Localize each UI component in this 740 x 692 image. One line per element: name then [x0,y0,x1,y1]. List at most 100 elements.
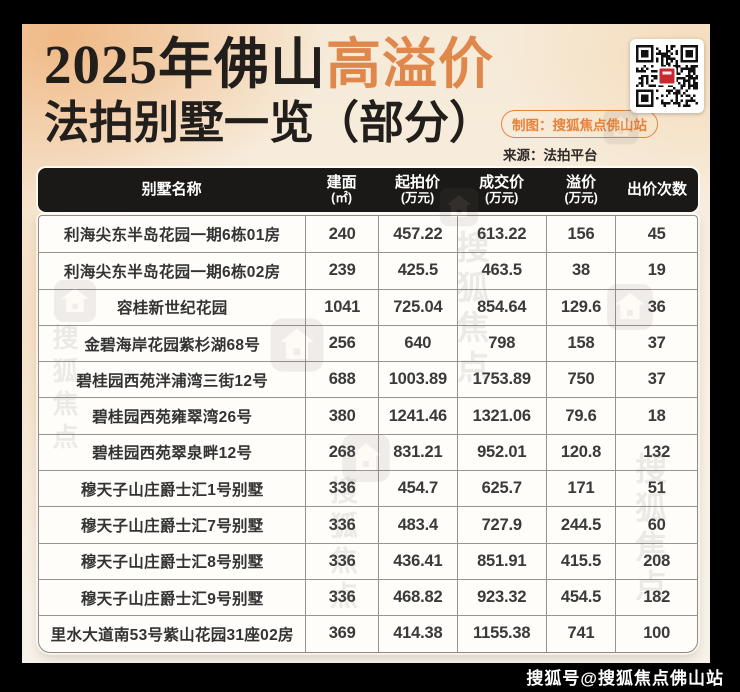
value-cell: 19 [615,253,697,289]
table-row: 利海尖东半岛花园一期6栋01房 240 457.22 613.22 156 45 [39,216,697,253]
value-cell: 436.41 [377,543,457,579]
table-row: 碧桂园西苑翠泉畔12号 268 831.21 952.01 120.8 132 [39,433,697,471]
value-cell: 244.5 [545,507,616,543]
value-cell: 457.22 [377,216,457,253]
value-cell: 1241.46 [377,398,457,434]
table-row: 碧桂园西苑泮浦湾三街12号 688 1003.89 1753.89 750 37 [39,361,697,398]
value-cell: 100 [615,616,697,652]
table-body: 利海尖东半岛花园一期6栋01房 240 457.22 613.22 156 45 利海尖东半… [38,215,698,653]
villa-name-cell: 穆天子山庄爵士汇9号别墅 [80,590,264,608]
value-cell: 727.9 [456,507,546,543]
title-block: 2025年佛山高溢价 法拍别墅一览（部分） [44,36,494,147]
value-cell: 38 [545,253,616,289]
value-cell: 854.64 [456,289,546,325]
table-row: 穆天子山庄爵士汇8号别墅 336 436.41 851.91 415.5 208 [39,542,697,579]
value-cell: 256 [305,325,377,362]
value-cell: 483.4 [377,507,457,543]
value-cell: 239 [305,253,377,289]
villa-name-cell: 容桂新世纪花园 [116,300,228,318]
value-cell: 798 [456,325,546,362]
value-cell: 725.04 [377,289,457,325]
value-cell: 369 [305,616,377,652]
value-cell: 1321.06 [456,398,546,434]
qr-code [630,39,704,113]
poster-canvas: 2025年佛山高溢价 法拍别墅一览（部分） 制图：搜狐焦点佛山站 来源：法拍平台… [22,24,710,663]
table-row: 碧桂园西苑雍翠湾26号 380 1241.46 1321.06 79.6 18 [39,397,697,434]
value-cell: 952.01 [456,434,546,471]
villa-name-cell: 穆天子山庄爵士汇8号别墅 [80,554,264,572]
value-cell: 336 [305,543,377,579]
title-accent-part: 高溢价 [326,34,495,95]
villa-name-cell: 穆天子山庄爵士汇7号别墅 [80,518,264,536]
value-cell: 182 [615,579,697,616]
villa-name-cell: 利海尖东半岛花园一期6栋02房 [64,263,281,281]
column-header: 建面 (㎡) [326,173,357,206]
table-row: 利海尖东半岛花园一期6栋02房 239 425.5 463.5 38 19 [39,252,697,289]
value-cell: 468.82 [377,579,457,616]
value-cell: 37 [615,325,697,362]
table-row: 穆天子山庄爵士汇9号别墅 336 468.82 923.32 454.5 182 [39,578,697,616]
table-row: 穆天子山庄爵士汇1号别墅 336 454.7 625.7 171 51 [39,470,697,507]
value-cell: 425.5 [377,253,457,289]
sohu-logo-icon [657,66,677,86]
value-cell: 120.8 [545,434,616,471]
value-cell: 1041 [305,289,377,325]
value-cell: 831.21 [377,434,457,471]
value-cell: 613.22 [456,216,546,253]
table-row: 里水大道南53号紫山花园31座02房 369 414.38 1155.38 741 100 [39,615,697,652]
value-cell: 129.6 [545,289,616,325]
value-cell: 923.32 [456,579,546,616]
villa-name-cell: 碧桂园西苑翠泉畔12号 [92,445,253,463]
column-header: 溢价 (万元) [564,173,598,206]
value-cell: 18 [615,398,697,434]
value-cell: 132 [615,434,697,471]
column-header: 成交价 (万元) [479,173,525,206]
sohu-account-handle: 搜狐号@搜狐焦点佛山站 [526,669,724,688]
meta-block: 制图：搜狐焦点佛山站 来源：法拍平台 [501,110,658,164]
value-cell: 240 [305,216,377,253]
villa-name-cell: 碧桂园西苑泮浦湾三街12号 [76,372,269,390]
villa-name-cell: 里水大道南53号紫山花园31座02房 [50,626,294,644]
value-cell: 1003.89 [377,362,457,398]
value-cell: 60 [615,507,697,543]
table-row: 穆天子山庄爵士汇7号别墅 336 483.4 727.9 244.5 60 [39,506,697,543]
value-cell: 336 [305,579,377,616]
value-cell: 750 [545,362,616,398]
value-cell: 268 [305,434,377,471]
value-cell: 741 [545,616,616,652]
column-header: 起拍价 (万元) [394,173,440,206]
value-cell: 380 [305,398,377,434]
value-cell: 336 [305,507,377,543]
value-cell: 1753.89 [456,362,546,398]
villa-name-cell: 金碧海岸花园紫杉湖68号 [84,336,261,354]
villa-name-cell: 利海尖东半岛花园一期6栋01房 [64,227,281,245]
table-row: 容桂新世纪花园 1041 725.04 854.64 129.6 36 [39,288,697,325]
value-cell: 454.5 [545,579,616,616]
credit-badge: 制图：搜狐焦点佛山站 [501,110,658,138]
value-cell: 36 [615,289,697,325]
value-cell: 851.91 [456,543,546,579]
value-cell: 415.5 [545,543,616,579]
villa-name-cell: 碧桂园西苑雍翠湾26号 [92,409,253,427]
value-cell: 156 [545,216,616,253]
value-cell: 414.38 [377,616,457,652]
value-cell: 640 [377,325,457,362]
source-label: 来源：法拍平台 [503,148,598,163]
table-header-row: 别墅名称 建面 (㎡) 起拍价 (万元) 成交价 (万元) 溢价 (万元) 出价次数 [38,168,698,212]
value-cell: 158 [545,325,616,362]
value-cell: 625.7 [456,471,546,507]
value-cell: 51 [615,471,697,507]
value-cell: 454.7 [377,471,457,507]
value-cell: 79.6 [545,398,616,434]
column-header: 别墅名称 [141,180,202,198]
value-cell: 688 [305,362,377,398]
value-cell: 37 [615,362,697,398]
title-black-part: 2025年佛山 [44,34,327,95]
table-row: 金碧海岸花园紫杉湖68号 256 640 798 158 37 [39,324,697,362]
value-cell: 336 [305,471,377,507]
page-subtitle: 法拍别墅一览（部分） [44,98,495,149]
value-cell: 208 [615,543,697,579]
villa-table: 别墅名称 建面 (㎡) 起拍价 (万元) 成交价 (万元) 溢价 (万元) 出价次数 利海尖东半岛… [38,168,698,653]
column-header: 出价次数 [627,180,688,198]
page-title: 2025年佛山高溢价 [44,36,494,93]
